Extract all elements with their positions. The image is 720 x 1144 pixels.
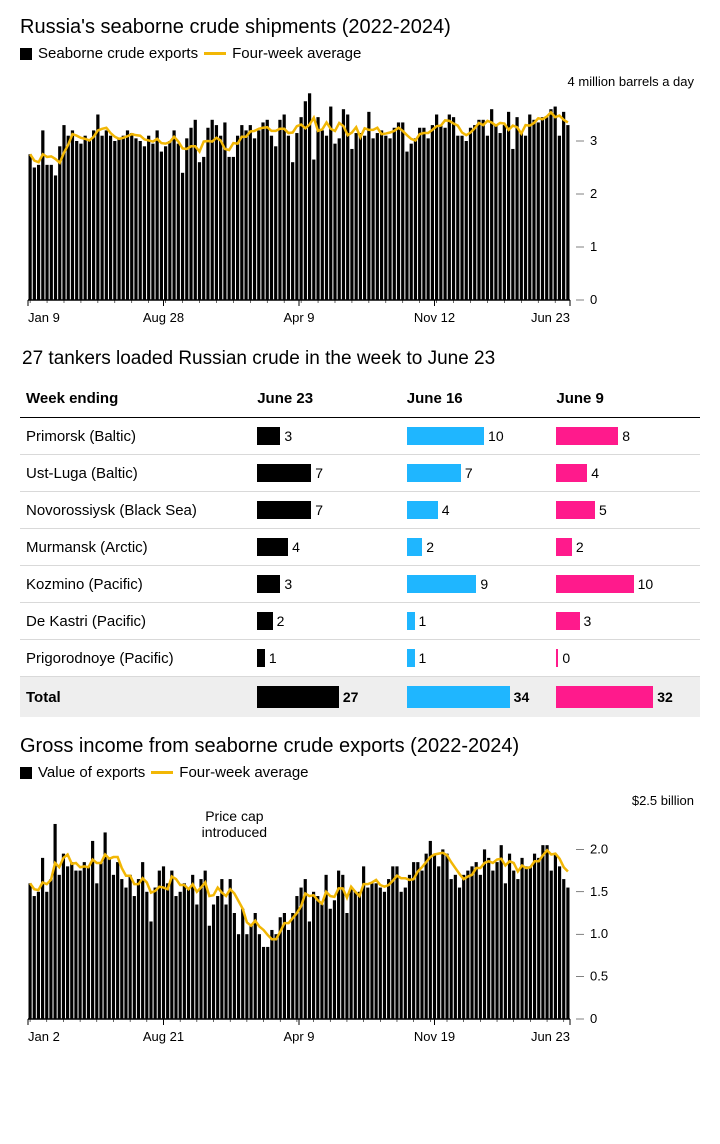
- port-cell: De Kastri (Pacific): [20, 603, 251, 640]
- value-cell: 10: [550, 566, 700, 603]
- col-header-1: June 23: [251, 380, 401, 418]
- total-cell: 34: [401, 677, 551, 718]
- svg-text:0: 0: [590, 292, 597, 307]
- legend-line-swatch: [204, 52, 226, 55]
- value-cell: 7: [401, 455, 551, 492]
- svg-text:Aug 28: Aug 28: [143, 310, 184, 325]
- svg-text:0.5: 0.5: [590, 969, 608, 984]
- total-label: Total: [20, 677, 251, 718]
- value-cell: 10: [401, 418, 551, 455]
- svg-text:Jan 2: Jan 2: [28, 1029, 60, 1044]
- table-row: Ust-Luga (Baltic)774: [20, 455, 700, 492]
- chart1: 4 million barrels a day 0 1 2 3 Jan 9 Aug 28 Ap…: [20, 70, 700, 330]
- value-cell: 7: [251, 492, 401, 529]
- port-cell: Ust-Luga (Baltic): [20, 455, 251, 492]
- svg-text:1: 1: [590, 239, 597, 254]
- legend-bar-label: Value of exports: [38, 764, 145, 781]
- chart1-title: Russia's seaborne crude shipments (2022-…: [20, 16, 700, 39]
- svg-text:3: 3: [590, 133, 597, 148]
- value-cell: 4: [401, 492, 551, 529]
- value-cell: 1: [401, 640, 551, 677]
- svg-text:Jun 23: Jun 23: [531, 1029, 570, 1044]
- svg-text:4 million barrels a day: 4 million barrels a day: [568, 74, 695, 89]
- legend-bar-swatch: [20, 767, 32, 779]
- value-cell: 2: [401, 529, 551, 566]
- svg-text:Jun 23: Jun 23: [531, 310, 570, 325]
- legend-line-swatch: [151, 771, 173, 774]
- port-cell: Murmansk (Arctic): [20, 529, 251, 566]
- table-row: Novorossiysk (Black Sea)745: [20, 492, 700, 529]
- port-cell: Kozmino (Pacific): [20, 566, 251, 603]
- value-cell: 1: [401, 603, 551, 640]
- svg-text:0: 0: [590, 1011, 597, 1026]
- svg-text:Nov 12: Nov 12: [414, 310, 455, 325]
- table-header-row: Week ending June 23 June 16 June 9: [20, 380, 700, 418]
- legend-bar-label: Seaborne crude exports: [38, 45, 198, 62]
- value-cell: 3: [251, 418, 401, 455]
- chart1-legend: Seaborne crude exports Four-week average: [20, 45, 700, 62]
- value-cell: 9: [401, 566, 551, 603]
- value-cell: 2: [550, 529, 700, 566]
- svg-text:introduced: introduced: [202, 824, 267, 840]
- col-header-port: Week ending: [20, 380, 251, 418]
- svg-text:$2.5 billion: $2.5 billion: [632, 793, 694, 808]
- table-row: Murmansk (Arctic)422: [20, 529, 700, 566]
- svg-text:Aug 21: Aug 21: [143, 1029, 184, 1044]
- svg-text:Nov 19: Nov 19: [414, 1029, 455, 1044]
- total-row: Total273432: [20, 677, 700, 718]
- col-header-2: June 16: [401, 380, 551, 418]
- svg-text:2.0: 2.0: [590, 841, 608, 856]
- port-cell: Novorossiysk (Black Sea): [20, 492, 251, 529]
- legend-bar-swatch: [20, 48, 32, 60]
- value-cell: 5: [550, 492, 700, 529]
- value-cell: 3: [251, 566, 401, 603]
- table-row: Prigorodnoye (Pacific)110: [20, 640, 700, 677]
- table-row: De Kastri (Pacific)213: [20, 603, 700, 640]
- svg-text:Jan 9: Jan 9: [28, 310, 60, 325]
- legend-line-label: Four-week average: [232, 45, 361, 62]
- svg-text:2: 2: [590, 186, 597, 201]
- table-title: 27 tankers loaded Russian crude in the w…: [22, 348, 700, 370]
- total-cell: 32: [550, 677, 700, 718]
- value-cell: 4: [251, 529, 401, 566]
- col-header-3: June 9: [550, 380, 700, 418]
- port-cell: Prigorodnoye (Pacific): [20, 640, 251, 677]
- total-cell: 27: [251, 677, 401, 718]
- svg-text:1.5: 1.5: [590, 884, 608, 899]
- chart2: $2.5 billion 0 0.5 1.0 1.5 2.0 Jan 2 Aug 21 Apr …: [20, 789, 700, 1049]
- chart2-legend: Value of exports Four-week average: [20, 764, 700, 781]
- value-cell: 1: [251, 640, 401, 677]
- svg-text:1.0: 1.0: [590, 926, 608, 941]
- chart2-title: Gross income from seaborne crude exports…: [20, 735, 700, 758]
- svg-text:Price cap: Price cap: [205, 808, 264, 824]
- table-row: Primorsk (Baltic)3108: [20, 418, 700, 455]
- legend-line-label: Four-week average: [179, 764, 308, 781]
- value-cell: 8: [550, 418, 700, 455]
- svg-text:Apr 9: Apr 9: [283, 1029, 314, 1044]
- tanker-table: Week ending June 23 June 16 June 9 Primo…: [20, 380, 700, 717]
- port-cell: Primorsk (Baltic): [20, 418, 251, 455]
- value-cell: 0: [550, 640, 700, 677]
- value-cell: 3: [550, 603, 700, 640]
- table-row: Kozmino (Pacific)3910: [20, 566, 700, 603]
- value-cell: 2: [251, 603, 401, 640]
- value-cell: 7: [251, 455, 401, 492]
- svg-text:Apr 9: Apr 9: [283, 310, 314, 325]
- value-cell: 4: [550, 455, 700, 492]
